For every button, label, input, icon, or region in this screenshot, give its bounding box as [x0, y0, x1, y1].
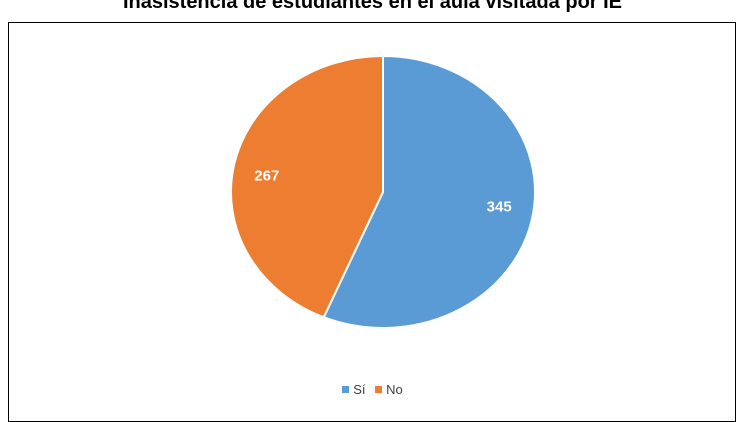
- legend-item-si: Sí: [342, 382, 366, 397]
- legend-swatch-no: [375, 386, 383, 393]
- slice-no: [230, 54, 384, 319]
- slice-si: [322, 54, 536, 329]
- legend-swatch-si: [342, 386, 350, 393]
- legend-label-si: Sí: [353, 382, 366, 397]
- legend-label-no: No: [386, 382, 403, 397]
- legend: Sí No: [0, 381, 745, 397]
- pie-chart: 345 267: [230, 54, 536, 329]
- data-label-si: 345: [487, 199, 512, 216]
- legend-item-no: No: [375, 382, 403, 397]
- chart-title: Inasistencia de estudiantes en el aula v…: [122, 0, 623, 13]
- data-label-no: 267: [254, 167, 279, 184]
